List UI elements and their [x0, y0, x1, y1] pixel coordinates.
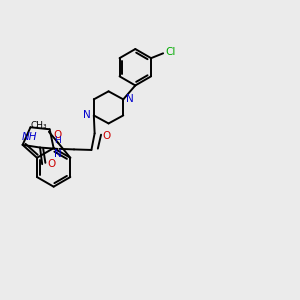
Text: Cl: Cl	[165, 47, 175, 57]
Text: H: H	[54, 136, 61, 145]
Text: N: N	[127, 94, 134, 104]
Text: O: O	[103, 131, 111, 141]
Text: NH: NH	[21, 132, 37, 142]
Text: CH₃: CH₃	[31, 121, 48, 130]
Text: N: N	[83, 110, 91, 120]
Text: N: N	[54, 149, 61, 159]
Text: O: O	[54, 130, 62, 140]
Text: O: O	[47, 159, 55, 169]
